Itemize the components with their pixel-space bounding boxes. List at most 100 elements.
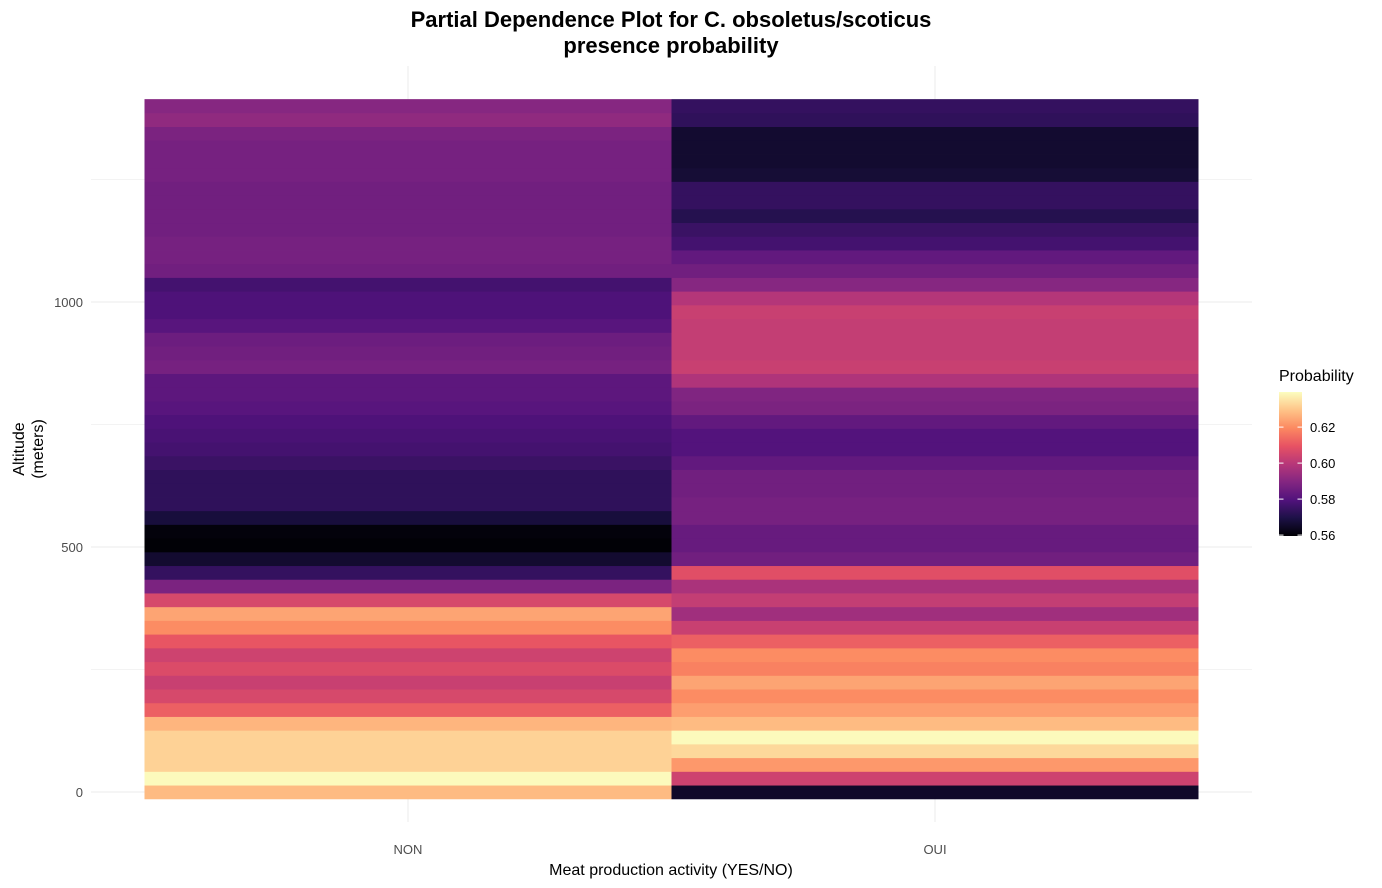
- heatmap-tile-non: [144, 167, 672, 182]
- heatmap-tile-oui: [671, 428, 1199, 443]
- heatmap-tile-non: [144, 675, 672, 690]
- heatmap-tile-oui: [671, 304, 1199, 320]
- heatmap-tile-oui: [671, 208, 1199, 224]
- heatmap-tile-non: [144, 771, 672, 786]
- heatmap-tile-oui: [671, 730, 1199, 745]
- heatmap-tile-oui: [671, 497, 1199, 512]
- heatmap-tile-non: [144, 524, 672, 539]
- heatmap-tile-oui: [671, 250, 1199, 265]
- heatmap-tile-non: [144, 140, 672, 155]
- legend-colorbar: [1279, 392, 1302, 536]
- legend-ticks: 0.56 0.58 0.60 0.62: [1279, 420, 1335, 543]
- heatmap-tile-oui: [671, 483, 1199, 498]
- heatmap-tile-non: [144, 112, 672, 127]
- heatmap-tile-non: [144, 469, 672, 484]
- heatmap-tile-oui: [671, 126, 1199, 141]
- heatmap-tile-oui: [671, 675, 1199, 690]
- heatmap-tile-non: [144, 154, 672, 169]
- heatmap-tile-non: [144, 304, 672, 320]
- heatmap-tile-oui: [671, 551, 1199, 567]
- y-tick-label: 0: [76, 785, 83, 800]
- heatmap-tile-oui: [671, 181, 1199, 196]
- heatmap-tile-non: [144, 606, 672, 621]
- heatmap-tile-oui: [671, 373, 1199, 388]
- heatmap-tile-oui: [671, 510, 1199, 525]
- heatmap-tile-non: [144, 551, 672, 567]
- heatmap-tile-non: [144, 387, 672, 402]
- heatmap-tile-oui: [671, 359, 1199, 374]
- heatmap-tile-non: [144, 126, 672, 141]
- heatmap-tile-non: [144, 455, 672, 470]
- heatmap-tile-oui: [671, 387, 1199, 402]
- heatmap-tile-oui: [671, 455, 1199, 470]
- x-axis-title: Meat production activity (YES/NO): [549, 862, 793, 879]
- heatmap-tile-non: [144, 565, 672, 580]
- legend-tick-label: 0.56: [1310, 528, 1335, 543]
- heatmap-tile-oui: [671, 538, 1199, 553]
- heatmap-tile-non: [144, 620, 672, 635]
- heatmap-tile-non: [144, 579, 672, 594]
- heatmap-tile-non: [144, 428, 672, 443]
- heatmap-tile-non: [144, 661, 672, 676]
- heatmap-tile-oui: [671, 634, 1199, 649]
- heatmap-tile-oui: [671, 469, 1199, 484]
- heatmap-tile-non: [144, 785, 672, 800]
- x-tick-label: OUI: [923, 842, 946, 857]
- heatmap-tile-non: [144, 277, 672, 292]
- heatmap-tile-non: [144, 442, 672, 457]
- heatmap-tile-oui: [671, 743, 1199, 759]
- heatmap-tile-oui: [671, 167, 1199, 182]
- heatmap-tile-non: [144, 222, 672, 237]
- heatmap-tile-non: [144, 593, 672, 608]
- heatmap-tile-non: [144, 99, 672, 114]
- heatmap-tile-oui: [671, 620, 1199, 635]
- heatmap-tile-non: [144, 373, 672, 388]
- x-axis-tick-labels: NON OUI: [394, 842, 947, 857]
- heatmap-tile-oui: [671, 346, 1199, 361]
- heatmap-tile-oui: [671, 524, 1199, 539]
- heatmap-tile-non: [144, 716, 672, 731]
- heatmap-tile-non: [144, 250, 672, 265]
- heatmap-tile-non: [144, 483, 672, 498]
- heatmap-tile-non: [144, 702, 672, 717]
- heatmap-tile-non: [144, 689, 672, 704]
- heatmap-tile-oui: [671, 785, 1199, 800]
- heatmap-tile-non: [144, 195, 672, 210]
- legend-tick-label: 0.58: [1310, 492, 1335, 507]
- heatmap-tile-oui: [671, 236, 1199, 251]
- heatmap-tile-oui: [671, 579, 1199, 594]
- heatmap-tile-non: [144, 332, 672, 347]
- heatmap-tile-non: [144, 346, 672, 361]
- heatmap-tile-non: [144, 318, 672, 333]
- heatmap-tile-oui: [671, 661, 1199, 676]
- heatmap-tile-non: [144, 291, 672, 306]
- heatmap-tile-non: [144, 400, 672, 416]
- heatmap-tile-oui: [671, 222, 1199, 237]
- legend-title: Probability: [1279, 368, 1354, 385]
- color-legend: Probability 0.56 0.58 0.60 0.62: [1279, 368, 1354, 543]
- legend-tick-label: 0.62: [1310, 420, 1335, 435]
- legend-tick-label: 0.60: [1310, 456, 1335, 471]
- heatmap-tile-non: [144, 414, 672, 429]
- heatmap-tile-non: [144, 497, 672, 512]
- heatmap-tile-oui: [671, 647, 1199, 663]
- heatmap-tile-oui: [671, 99, 1199, 114]
- heatmap-tile-non: [144, 181, 672, 196]
- heatmap-tile-oui: [671, 318, 1199, 333]
- heatmap-tile-non: [144, 263, 672, 278]
- heatmap-tile-oui: [671, 112, 1199, 127]
- heatmap-tile-non: [144, 538, 672, 553]
- heatmap-tile-oui: [671, 400, 1199, 416]
- y-axis-title-line1: Altitude: [11, 422, 28, 475]
- heatmap-tile-non: [144, 236, 672, 251]
- y-axis-tick-labels: 0 500 1000: [54, 295, 83, 800]
- heatmap-tile-non: [144, 730, 672, 745]
- chart-title-line2: presence probability: [563, 33, 779, 58]
- heatmap-tile-oui: [671, 195, 1199, 210]
- heatmap-tile-non: [144, 208, 672, 224]
- y-tick-label: 500: [61, 540, 83, 555]
- heatmap-tile-non: [144, 647, 672, 663]
- heatmap-tile-oui: [671, 154, 1199, 169]
- heatmap-tile-oui: [671, 716, 1199, 731]
